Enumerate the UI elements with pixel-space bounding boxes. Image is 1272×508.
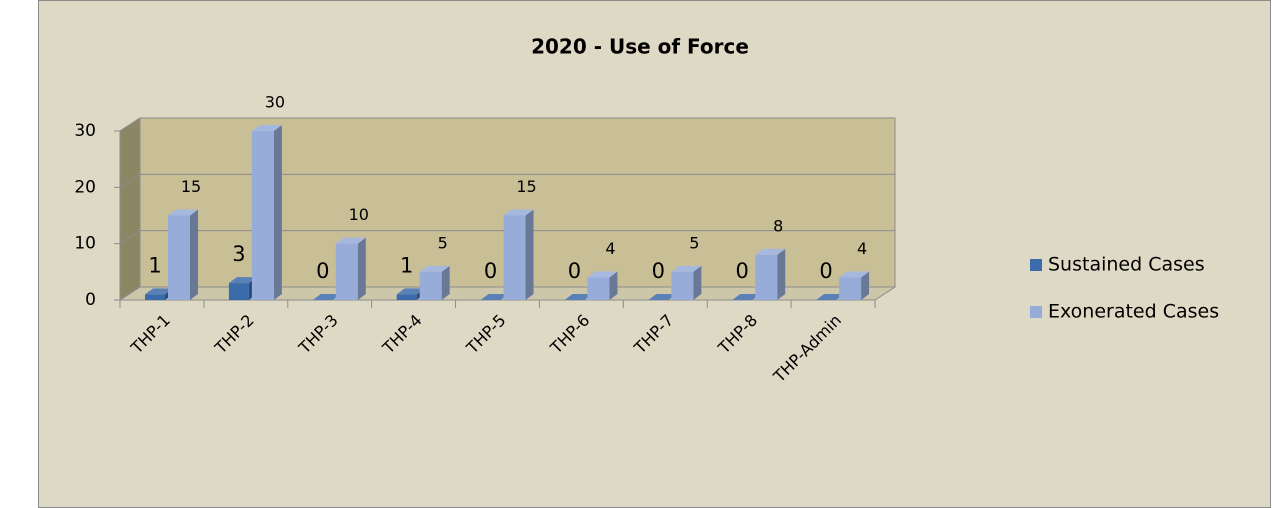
data-label: 0 <box>652 259 665 283</box>
data-label: 30 <box>265 93 285 112</box>
bar <box>228 283 249 300</box>
bar-top <box>732 294 761 300</box>
bar <box>419 271 442 300</box>
bar-top <box>480 294 509 300</box>
bar-side <box>861 271 870 300</box>
bar <box>168 215 190 300</box>
bar-side <box>441 265 450 300</box>
y-tick-label: 30 <box>74 121 96 141</box>
legend-label: Sustained Cases <box>1048 254 1205 276</box>
grid-line <box>119 117 141 132</box>
bar-top <box>755 248 786 255</box>
bar-side <box>190 209 198 300</box>
bar <box>839 277 862 300</box>
bar-top <box>145 288 173 295</box>
bar-top <box>228 277 257 284</box>
bar-top <box>839 271 870 278</box>
bar-top <box>816 294 845 300</box>
bar-side <box>777 248 786 300</box>
data-label: 10 <box>349 205 369 224</box>
data-label: 0 <box>484 259 497 283</box>
bar-top <box>335 237 366 244</box>
bar <box>587 277 610 300</box>
data-label: 8 <box>773 216 783 235</box>
data-label: 4 <box>857 239 867 258</box>
legend-swatch <box>1030 306 1042 318</box>
bar-side <box>525 209 534 300</box>
bar-side <box>693 265 702 300</box>
bar <box>503 215 526 300</box>
grid-line <box>119 173 141 188</box>
data-label: 0 <box>316 259 329 283</box>
data-label: 0 <box>568 259 581 283</box>
data-label: 0 <box>819 259 832 283</box>
y-tick-label: 0 <box>85 290 96 310</box>
legend-swatch <box>1030 259 1042 271</box>
data-label: 15 <box>516 177 536 196</box>
data-label: 5 <box>689 233 699 252</box>
y-tick-label: 10 <box>74 234 96 254</box>
bar-top <box>419 265 450 272</box>
bar-side <box>357 237 366 300</box>
bar-top <box>587 271 618 278</box>
side-wall <box>119 117 141 301</box>
data-label: 4 <box>605 239 615 258</box>
bar-top <box>671 265 702 272</box>
bar-top <box>648 294 677 300</box>
legend-label: Exonerated Cases <box>1048 301 1219 323</box>
data-label: 1 <box>148 253 161 277</box>
bar-top <box>564 294 593 300</box>
bar-top <box>251 125 282 131</box>
bar-top <box>396 288 425 295</box>
bar-top <box>168 209 198 216</box>
data-label: 5 <box>438 233 448 252</box>
bar <box>755 254 778 300</box>
data-label: 15 <box>181 177 201 196</box>
grid-line <box>119 230 141 245</box>
bar <box>396 294 417 300</box>
bar-top <box>312 294 341 300</box>
grid-line <box>119 286 141 301</box>
data-label: 3 <box>232 242 245 266</box>
bar-side <box>609 271 618 300</box>
y-tick-label: 20 <box>74 177 96 197</box>
chart-title: 2020 - Use of Force <box>531 35 749 59</box>
data-label: 1 <box>400 253 413 277</box>
bar <box>251 131 274 300</box>
bar <box>335 243 358 300</box>
bar-top <box>503 209 534 216</box>
bar <box>145 294 165 300</box>
bar <box>671 271 694 300</box>
bar-side <box>273 125 282 300</box>
data-label: 0 <box>736 259 749 283</box>
